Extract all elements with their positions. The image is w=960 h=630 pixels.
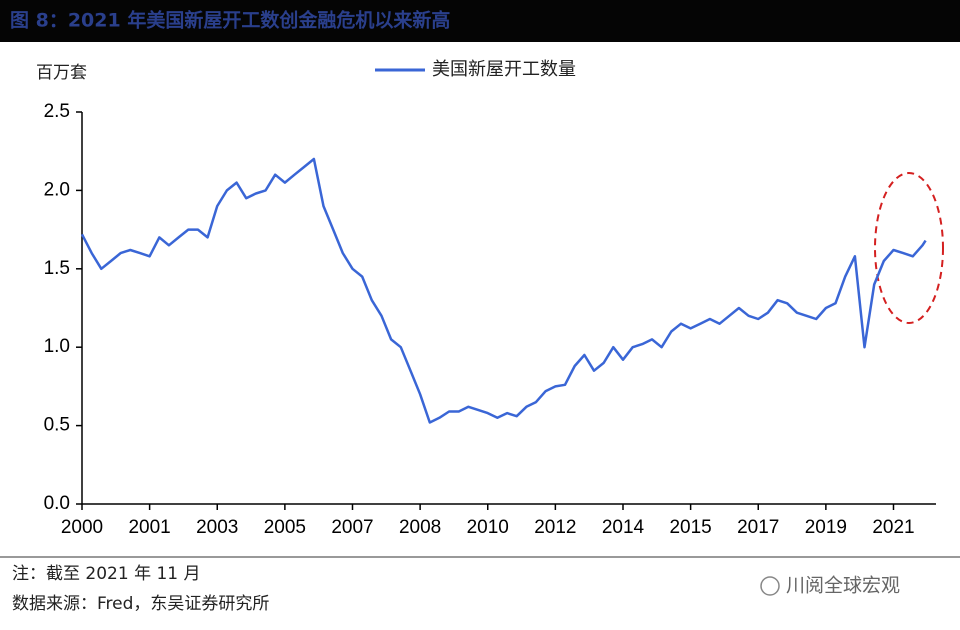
y-axis-label: 百万套 <box>36 63 87 83</box>
legend-label: 美国新屋开工数量 <box>432 59 576 80</box>
watermark: 川阅全球宏观 <box>786 575 900 597</box>
watermark-icon <box>760 576 780 596</box>
source: 数据来源：Fred，东吴证券研究所 <box>12 594 269 614</box>
note: 注：截至 2021 年 11 月 <box>12 564 201 584</box>
y-tick-label: 0.5 <box>44 415 70 436</box>
y-tick-label: 1.0 <box>44 336 70 357</box>
x-tick-label: 2014 <box>602 517 645 538</box>
x-tick-label: 2000 <box>61 517 103 538</box>
header-bar <box>0 0 960 42</box>
highlight-ellipse <box>874 172 944 324</box>
x-tick-label: 2005 <box>264 517 306 538</box>
x-tick-label: 2010 <box>467 517 509 538</box>
x-tick-label: 2003 <box>196 517 238 538</box>
x-tick-label: 2021 <box>872 517 914 538</box>
x-tick-label: 2015 <box>669 517 711 538</box>
y-tick-label: 0.0 <box>44 493 70 514</box>
x-tick-label: 2008 <box>399 517 441 538</box>
x-tick-label: 2017 <box>737 517 779 538</box>
x-tick-label: 2019 <box>805 517 847 538</box>
y-tick-label: 2.5 <box>44 101 70 122</box>
series-line <box>80 157 927 424</box>
x-tick-label: 2001 <box>128 517 170 538</box>
x-tick-label: 2007 <box>331 517 373 538</box>
y-tick-label: 1.5 <box>44 258 70 279</box>
x-tick-label: 2012 <box>534 517 576 538</box>
y-tick-label: 2.0 <box>44 179 70 200</box>
chart-title: 图 8：2021 年美国新屋开工数创金融危机以来新高 <box>10 9 450 32</box>
